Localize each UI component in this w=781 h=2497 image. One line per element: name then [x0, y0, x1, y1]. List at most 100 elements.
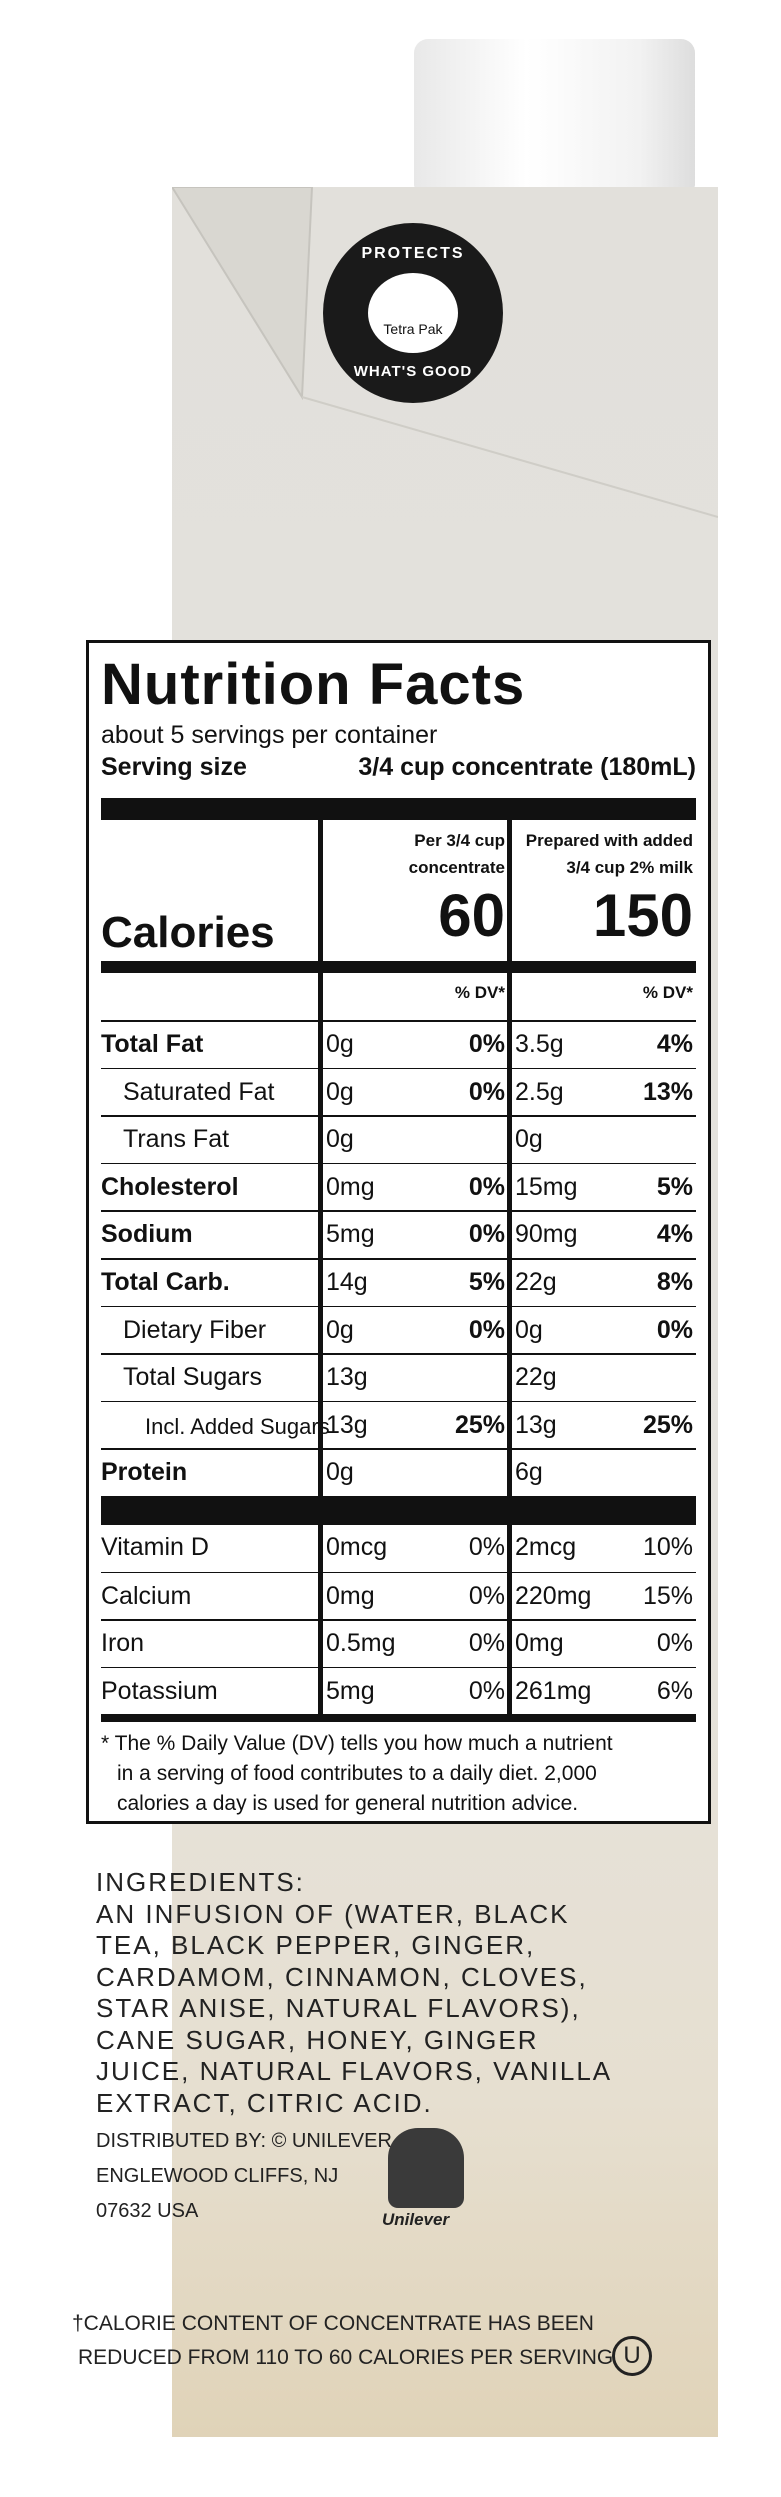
- dv-header: % DV*: [642, 983, 693, 1002]
- amount: 14g: [326, 1268, 368, 1296]
- rule: [101, 798, 696, 820]
- percent-dv: 5%: [656, 1172, 693, 1201]
- rule: [101, 1714, 696, 1723]
- column-header: Prepared with added: [525, 831, 693, 850]
- label-title: Nutrition Facts: [101, 652, 526, 717]
- amount: 2.5g: [515, 1077, 564, 1106]
- percent-dv: 0%: [468, 1676, 505, 1705]
- percent-dv: 0%: [656, 1629, 693, 1658]
- percent-dv: 15%: [642, 1581, 693, 1610]
- ingredients: JUICE, NATURAL FLAVORS, VANILLA: [96, 2056, 613, 2086]
- nutrient-name: Total Carb.: [101, 1268, 230, 1296]
- amount: 0g: [326, 1458, 354, 1487]
- amount: 6g: [515, 1458, 543, 1487]
- percent-dv: 0%: [468, 1315, 505, 1344]
- column-header: 3/4 cup 2% milk: [566, 858, 693, 877]
- logo-top: PROTECTS: [361, 245, 465, 262]
- amount: 13g: [326, 1363, 368, 1392]
- percent-dv: 25%: [454, 1410, 505, 1439]
- amount: 0g: [326, 1315, 354, 1344]
- ingredients: CARDAMOM, CINNAMON, CLOVES,: [96, 1961, 588, 1992]
- calories-value: 60: [438, 882, 505, 949]
- dv-header: % DV*: [454, 983, 505, 1002]
- rule: [101, 1400, 696, 1403]
- percent-dv: 13%: [642, 1077, 693, 1106]
- amount: 0g: [515, 1315, 543, 1344]
- percent-dv: 0%: [468, 1533, 505, 1561]
- percent-dv: 8%: [656, 1268, 693, 1296]
- kosher-symbol: U: [612, 2336, 652, 2376]
- cap: [414, 39, 695, 189]
- amount: 0g: [326, 1077, 354, 1106]
- logo-bottom: WHAT'S GOOD: [353, 363, 473, 380]
- tetra-logo: PROTECTS Tetra Pak WHAT'S GOOD: [323, 223, 503, 403]
- amount: 13g: [515, 1410, 557, 1439]
- amount: 0mcg: [326, 1533, 388, 1561]
- rule: [101, 1067, 696, 1070]
- percent-dv: 0%: [468, 1581, 505, 1610]
- distributor: DISTRIBUTED BY: © UNILEVER: [96, 2130, 392, 2152]
- percent-dv: 4%: [656, 1220, 693, 1249]
- amount: 5mg: [326, 1220, 375, 1249]
- amount: 220mg: [515, 1581, 592, 1610]
- nutrient-name: Sodium: [101, 1220, 193, 1249]
- amount: 22g: [515, 1363, 557, 1392]
- amount: 0mg: [326, 1581, 375, 1610]
- calories-label: Calories: [101, 908, 275, 957]
- percent-dv: 6%: [656, 1676, 693, 1705]
- rule: [101, 1571, 696, 1574]
- calorie-note: †CALORIE CONTENT OF CONCENTRATE HAS BEEN: [72, 2312, 594, 2335]
- ingredients: STAR ANISE, NATURAL FLAVORS),: [96, 1993, 581, 2023]
- percent-dv: 0%: [468, 1220, 505, 1249]
- rule: [101, 1305, 696, 1308]
- nutrient-name: Cholesterol: [101, 1172, 239, 1201]
- rule: [101, 1020, 696, 1022]
- column-divider: [318, 820, 323, 1720]
- percent-dv: 0%: [468, 1030, 505, 1058]
- rule: [101, 1353, 696, 1355]
- unilever-mark: [388, 2128, 464, 2208]
- distributor: 07632 USA: [96, 2200, 199, 2222]
- calorie-note: REDUCED FROM 110 TO 60 CALORIES PER SERV…: [78, 2346, 614, 2369]
- rule: [101, 1210, 696, 1212]
- rule: [101, 1619, 696, 1621]
- nutrition-label: Nutrition Facts about 5 servings per cont…: [86, 640, 711, 1824]
- ingredients: AN INFUSION OF (WATER, BLACK: [96, 1898, 570, 1929]
- rule: [101, 1523, 696, 1525]
- amount: 0mg: [515, 1629, 564, 1658]
- percent-dv: 0%: [656, 1315, 693, 1344]
- amount: 0.5mg: [326, 1629, 396, 1658]
- amount: 0mg: [326, 1172, 375, 1201]
- rule: [101, 1162, 696, 1165]
- ingredients: TEA, BLACK PEPPER, GINGER,: [96, 1930, 536, 1960]
- brand: Unilever: [382, 2210, 450, 2229]
- serving-size: 3/4 cup concentrate (180mL): [358, 753, 696, 781]
- percent-dv: 5%: [468, 1268, 505, 1296]
- servings: about 5 servings per container: [101, 721, 438, 749]
- amount: 0g: [326, 1030, 354, 1058]
- serving-size-label: Serving size: [101, 753, 247, 781]
- nutrient-name: Total Fat: [101, 1030, 204, 1058]
- amount: 2mcg: [515, 1533, 577, 1561]
- amount: 3.5g: [515, 1030, 564, 1058]
- footnote: calories a day is used for general nutri…: [117, 1792, 579, 1816]
- distributor: ENGLEWOOD CLIFFS, NJ: [96, 2165, 339, 2187]
- column-header: Per 3/4 cup: [414, 831, 505, 850]
- amount: 90mg: [515, 1220, 578, 1249]
- nutrient-name: Iron: [101, 1629, 145, 1658]
- nutrient-name: Trans Fat: [123, 1125, 230, 1154]
- rule: [101, 1666, 696, 1669]
- nutrient-name: Saturated Fat: [123, 1077, 275, 1106]
- nutrient-name: Incl. Added Sugars: [145, 1413, 330, 1439]
- rule: [101, 1115, 696, 1117]
- amount: 13g: [326, 1410, 368, 1439]
- amount: 22g: [515, 1268, 557, 1296]
- percent-dv: 25%: [642, 1410, 693, 1439]
- percent-dv: 0%: [468, 1172, 505, 1201]
- footnote: * The % Daily Value (DV) tells you how m…: [101, 1732, 613, 1756]
- ingredients: EXTRACT, CITRIC ACID.: [96, 2087, 433, 2118]
- footnote: in a serving of food contributes to a da…: [117, 1762, 597, 1786]
- ingredients: CANE SUGAR, HONEY, GINGER: [96, 2024, 539, 2055]
- amount: 5mg: [326, 1676, 375, 1705]
